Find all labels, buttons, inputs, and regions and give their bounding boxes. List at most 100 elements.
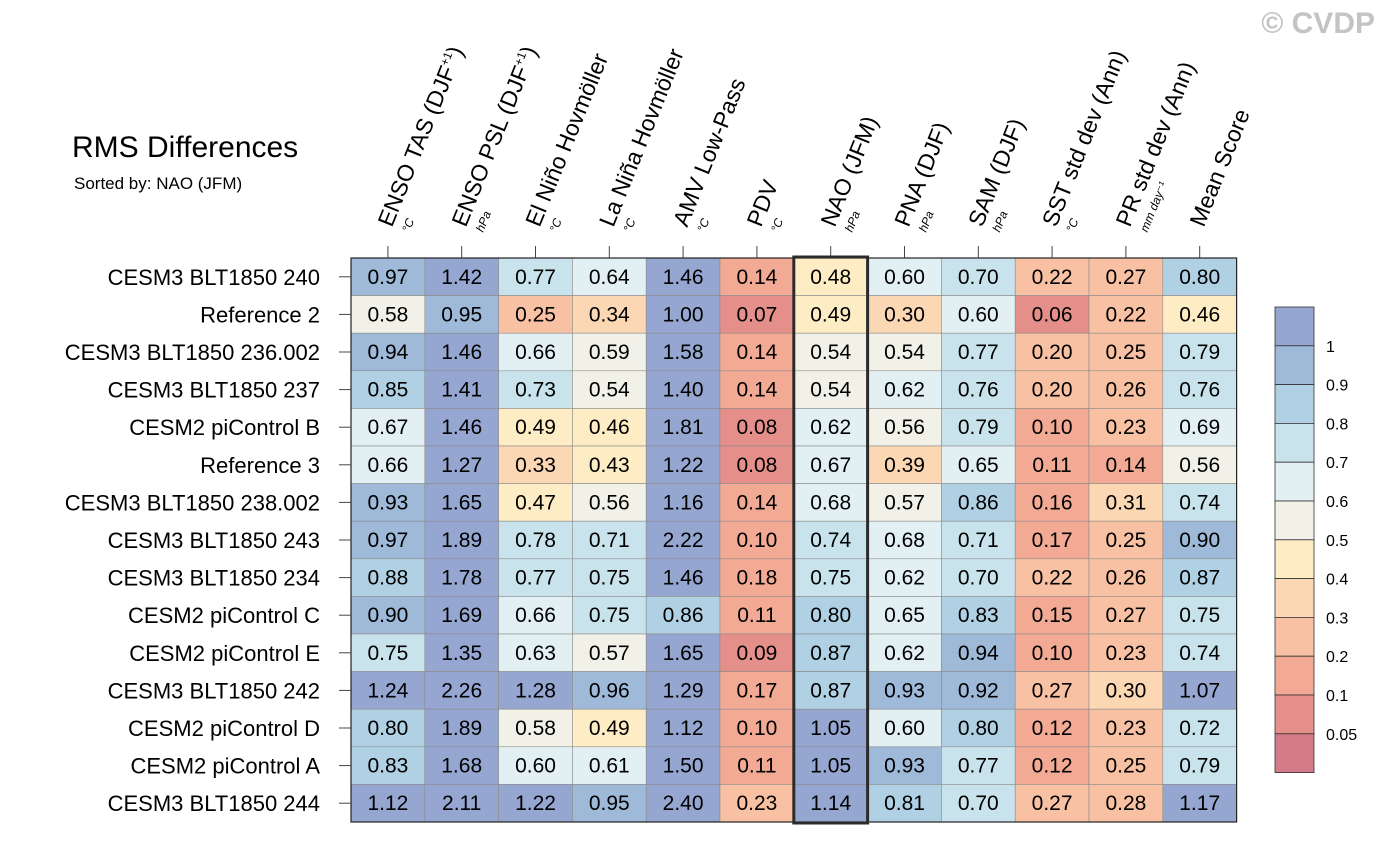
cell-value: 0.75 [589,567,630,590]
colorbar-swatch [1274,578,1315,618]
column-unit: °C [399,216,417,234]
heatmap-cell [793,708,868,748]
heatmap-cell [719,408,795,447]
cell-value: 0.12 [1032,717,1073,740]
colorbar-tick-label: 0.8 [1326,416,1348,433]
cell-value: 0.16 [1032,491,1073,514]
cell-value: 0.11 [1032,454,1071,477]
heatmap-cell [941,445,1016,484]
cell-value: 0.80 [810,604,851,627]
heatmap-cell [941,671,1016,710]
cell-value: 0.30 [1105,679,1146,702]
heatmap-cell [1162,408,1237,447]
cell-value: 0.73 [515,379,556,402]
heatmap-cell [941,370,1016,409]
cell-value: 1.41 [441,379,482,402]
column-unit: °C [1063,216,1081,234]
cell-value: 0.67 [367,416,408,439]
cell-value: 0.43 [589,454,630,477]
cell-value: 0.71 [589,529,630,552]
cell-value: 1.78 [441,567,482,590]
heatmap-cell [719,671,795,710]
cell-value: 1.69 [441,604,482,627]
cell-value: 1.07 [1179,679,1220,702]
cell-value: 1.05 [810,755,851,778]
heatmap-cell [941,257,1016,296]
cell-value: 0.06 [1032,303,1073,326]
heatmap-cell [645,257,721,296]
cell-value: 0.80 [367,717,408,740]
cell-value: 0.61 [589,755,630,778]
cell-value: 0.47 [515,491,556,514]
cell-value: 1.12 [663,717,704,740]
cell-value: 0.87 [810,642,851,665]
heatmap-cell [1014,558,1090,597]
cell-value: 0.80 [958,717,999,740]
heatmap-cell [1162,671,1237,710]
cell-value: 0.15 [1032,604,1073,627]
heatmap-cell [350,596,426,635]
cell-value: 0.31 [1105,491,1146,514]
column-label-text: AMV Low-Pass [668,74,751,230]
heatmap-cell [793,596,868,635]
cell-value: 0.27 [1105,266,1146,289]
cell-value: 0.48 [810,266,851,289]
heatmap-cell [793,332,868,372]
cell-value: 0.75 [589,604,630,627]
column-label: El Niño Hovmöller [520,49,613,230]
heatmap-cell [498,558,573,597]
cell-value: 0.60 [958,303,999,326]
row-label: CESM3 BLT1850 244 [108,791,320,816]
cell-value: 0.75 [810,567,851,590]
cell-value: 1.40 [663,379,704,402]
heatmap-cell [572,295,647,334]
cell-value: 0.14 [736,379,777,402]
heatmap-cell [424,332,499,372]
cell-value: 0.78 [515,529,556,552]
cell-value: 0.23 [736,792,777,815]
cell-value: 0.95 [589,792,630,815]
cell-value: 0.86 [663,604,704,627]
heatmap-cell [572,370,647,409]
cell-value: 0.76 [1179,379,1220,402]
heatmap-cell [793,295,868,334]
column-label-superscript: +1 [437,50,455,68]
cell-value: 0.87 [810,679,851,702]
heatmap-cell [1162,520,1237,560]
heatmap-cell [1162,633,1237,672]
cell-value: 0.60 [515,755,556,778]
cell-value: 0.14 [1105,454,1146,477]
cell-value: 1.65 [663,642,704,665]
cell-value: 1.27 [441,454,482,477]
heatmap-cell [1088,370,1164,409]
heatmap-cell [1014,708,1090,748]
heatmap-cell [350,445,426,484]
cell-value: 0.79 [1179,755,1220,778]
heatmap-cell [1014,445,1090,484]
heatmap-cell [1162,746,1237,785]
cell-value: 0.26 [1105,567,1146,590]
cell-value: 0.66 [367,454,408,477]
cell-value: 0.57 [884,491,925,514]
cell-value: 0.93 [884,755,925,778]
heatmap-cell [793,558,868,597]
heatmap-cell [645,408,721,447]
heatmap-cell [1014,295,1090,334]
cell-value: 1.28 [515,679,556,702]
cell-value: 0.54 [589,379,630,402]
cell-value: 0.26 [1105,379,1146,402]
heatmap-cell [867,671,942,710]
cell-value: 0.10 [736,529,777,552]
cell-value: 0.28 [1105,792,1146,815]
cell-value: 1.16 [663,491,704,514]
heatmap-cell [645,445,721,484]
heatmap-cell [941,746,1016,785]
heatmap-cell [645,746,721,785]
heatmap-cell [867,596,942,635]
heatmap-cell [1088,671,1164,710]
cell-value: 0.88 [367,567,408,590]
heatmap-cell [793,746,868,785]
heatmap-cell [793,671,868,710]
cell-value: 0.20 [1032,341,1073,364]
cell-value: 0.22 [1032,567,1073,590]
